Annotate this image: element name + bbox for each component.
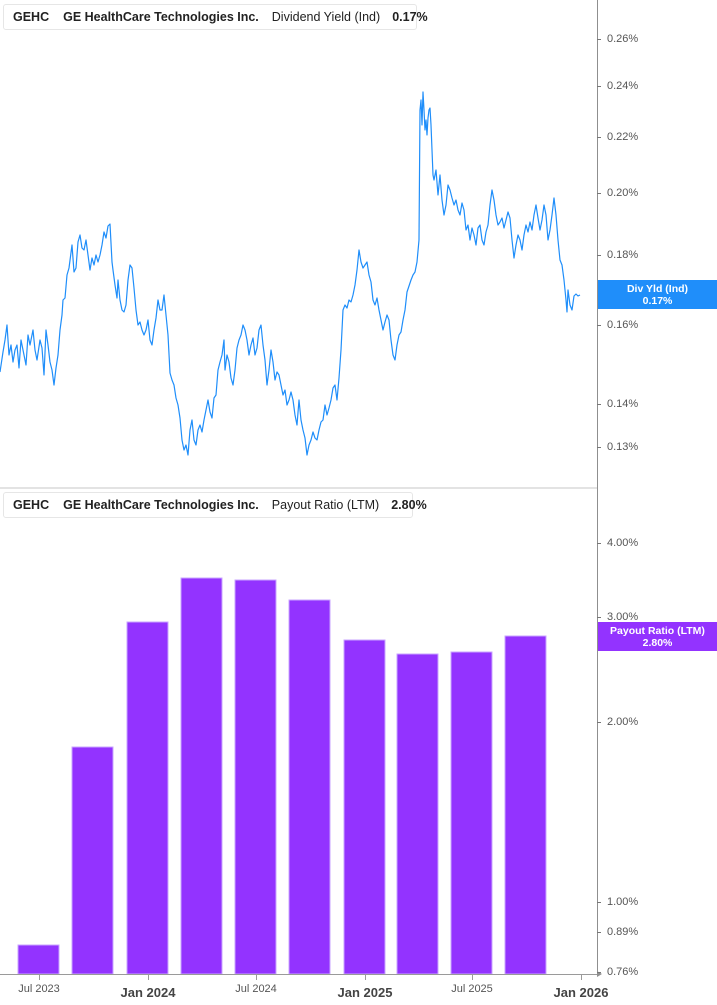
y-tick-label: 1.00% — [607, 896, 639, 908]
y-tick-label: 0.24% — [607, 80, 639, 92]
x-tick-mark — [148, 975, 149, 980]
x-axis-line — [0, 974, 600, 975]
legend-value: 2.80% — [391, 498, 427, 512]
last-value-flag-payout-ratio: Payout Ratio (LTM) 2.80% — [598, 622, 717, 651]
legend-metric: Dividend Yield (Ind) — [271, 10, 381, 24]
payout-bar[interactable] — [288, 599, 331, 975]
y-tick-label: 0.76% — [607, 966, 639, 978]
last-value-flag-dividend-yield: Div Yld (Ind) 0.17% — [598, 280, 717, 309]
payout-bar[interactable] — [71, 746, 114, 975]
y-tick-label: 0.89% — [607, 926, 639, 938]
y-tick-label: 0.16% — [607, 319, 639, 331]
payout-bar[interactable] — [504, 635, 547, 975]
payout-bar[interactable] — [126, 621, 169, 975]
x-tick-mark — [472, 975, 473, 980]
x-tick-mark — [256, 975, 257, 980]
y-tick-mark — [597, 404, 601, 405]
payout-bar[interactable] — [343, 639, 386, 975]
y-tick-label: 4.00% — [607, 537, 639, 549]
payout-ratio-bars — [17, 577, 547, 975]
x-tick-label: Jul 2024 — [235, 983, 277, 995]
y-tick-label: 2.00% — [607, 716, 639, 728]
y-tick-label: 0.20% — [607, 187, 639, 199]
flag-label: Div Yld (Ind) — [626, 283, 689, 295]
x-tick-label: Jan 2025 — [337, 985, 393, 1000]
y-tick-mark — [597, 617, 601, 618]
y-tick-mark — [597, 972, 601, 973]
payout-bar[interactable] — [17, 944, 60, 975]
y-tick-mark — [597, 39, 601, 40]
legend-ticker: GEHC — [13, 498, 50, 512]
legend-company: GE HealthCare Technologies Inc. — [63, 10, 259, 24]
dividend-yield-legend[interactable]: GEHC GE HealthCare Technologies Inc. Div… — [3, 4, 428, 30]
y-tick-mark — [597, 932, 601, 933]
y-tick-label: 0.18% — [607, 249, 639, 261]
y-tick-mark — [597, 86, 601, 87]
y-tick-label: 0.22% — [607, 131, 639, 143]
axis-arrow-icon — [597, 971, 602, 977]
y-tick-label: 0.14% — [607, 398, 639, 410]
x-tick-mark — [39, 975, 40, 980]
y-tick-label: 3.00% — [607, 611, 639, 623]
flag-label: Payout Ratio (LTM) — [610, 625, 705, 637]
x-tick-mark — [365, 975, 366, 980]
y-tick-mark — [597, 902, 601, 903]
x-tick-label: Jul 2023 — [18, 983, 60, 995]
x-tick-label: Jul 2025 — [451, 983, 493, 995]
dividend-yield-line — [0, 91, 581, 456]
flag-value: 0.17% — [642, 295, 673, 307]
x-tick-mark — [581, 975, 582, 980]
y-axis-line — [597, 0, 598, 975]
y-tick-mark — [597, 255, 601, 256]
y-tick-mark — [597, 543, 601, 544]
legend-metric: Payout Ratio (LTM) — [271, 498, 380, 512]
payout-bar[interactable] — [396, 653, 439, 975]
y-tick-mark — [597, 722, 601, 723]
payout-bar[interactable] — [234, 579, 277, 975]
y-tick-label: 0.13% — [607, 441, 639, 453]
flag-value: 2.80% — [642, 637, 673, 649]
y-tick-label: 0.26% — [607, 33, 639, 45]
payout-bar[interactable] — [180, 577, 223, 975]
y-tick-mark — [597, 447, 601, 448]
panel-separator[interactable] — [0, 487, 597, 489]
y-tick-mark — [597, 193, 601, 194]
legend-ticker: GEHC — [13, 10, 50, 24]
x-tick-label: Jan 2024 — [120, 985, 176, 1000]
legend-company: GE HealthCare Technologies Inc. — [63, 498, 259, 512]
y-tick-mark — [597, 325, 601, 326]
payout-ratio-legend[interactable]: GEHC GE HealthCare Technologies Inc. Pay… — [3, 492, 427, 518]
payout-bar[interactable] — [450, 651, 493, 975]
legend-value: 0.17% — [392, 10, 428, 24]
x-tick-label: Jan 2026 — [553, 985, 609, 1000]
y-tick-mark — [597, 137, 601, 138]
